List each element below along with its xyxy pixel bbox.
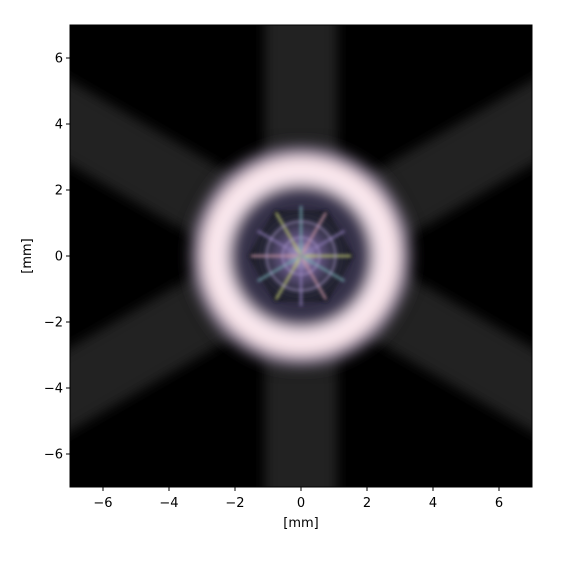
x-axis-label: [mm] [283,516,318,531]
y-tick-label: 4 [55,118,63,133]
x-tick-label: 0 [297,496,305,511]
core-spoke-4 [274,211,303,257]
x-axis-ticks: −6 −4 −2 0 2 4 6 [93,487,503,511]
core-spoke-10 [299,255,328,301]
core-ring-1 [265,220,337,292]
core-spoke-7 [256,254,302,283]
y-tick-label: −6 [44,448,63,463]
y-axis-label: [mm] [20,238,35,273]
core-spoke-11 [300,254,346,283]
y-axis-ticks: −6 −4 −2 0 2 4 6 [44,52,70,463]
x-tick-label: 4 [429,496,437,511]
x-tick-label: −4 [159,496,178,511]
x-tick-label: 2 [363,496,371,511]
y-tick-label: 6 [55,52,63,67]
x-tick-label: 6 [495,496,503,511]
y-tick-label: −2 [44,316,63,331]
y-tick-label: 0 [55,250,63,265]
y-tick-label: −4 [44,382,63,397]
core-ring-0 [281,236,321,276]
core-spoke-2 [299,211,328,257]
core-spoke-1 [300,229,346,258]
core-spoke-5 [256,229,302,258]
y-tick-label: 2 [55,184,63,199]
core-spoke-8 [274,255,303,301]
x-tick-label: −2 [225,496,244,511]
core-interference-lines [250,205,352,307]
x-tick-label: −6 [93,496,112,511]
